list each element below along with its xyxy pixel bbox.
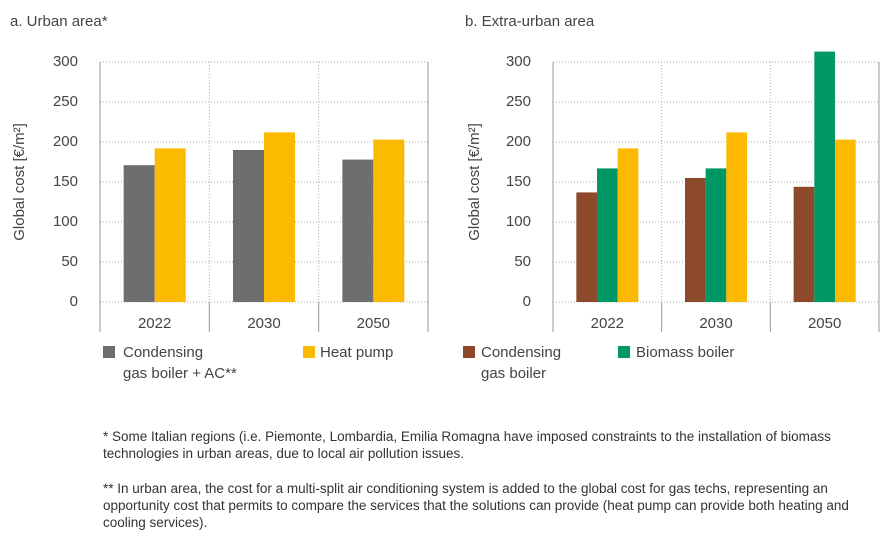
bar — [617, 148, 639, 302]
x-tick-label: 2030 — [247, 315, 280, 332]
legend-swatch — [103, 346, 115, 358]
legend-label: Heat pump — [320, 344, 393, 361]
legend-swatch — [463, 346, 475, 358]
legend-line: gas boiler — [481, 365, 546, 382]
bar — [233, 150, 264, 302]
bar — [685, 178, 706, 302]
x-tick-label: 2022 — [591, 315, 624, 332]
bar — [597, 168, 618, 302]
legend-line: Condensing — [481, 344, 561, 361]
y-tick-label: 300 — [53, 53, 78, 70]
legend-line: Condensing — [123, 344, 203, 361]
bar — [342, 159, 374, 302]
y-tick-label: 0 — [523, 293, 531, 310]
note: ** In urban area, the cost for a multi-s… — [103, 481, 849, 530]
bar — [373, 139, 405, 302]
bar — [705, 168, 727, 302]
chart-title: b. Extra-urban area — [465, 13, 595, 30]
legend-label: Condensing gas boiler + AC** — [123, 344, 237, 382]
legend-swatch — [618, 346, 630, 358]
y-tick-label: 300 — [506, 53, 531, 70]
y-tick-label: 250 — [506, 93, 531, 110]
y-tick-label: 0 — [70, 293, 78, 310]
y-tick-label: 200 — [53, 133, 78, 150]
y-axis-label: Global cost [€/m²] — [466, 123, 483, 241]
legend-label: Biomass boiler — [636, 344, 734, 361]
note: * Some Italian regions (i.e. Piemonte, L… — [103, 429, 831, 461]
y-tick-label: 50 — [514, 253, 531, 270]
y-tick-label: 250 — [53, 93, 78, 110]
x-tick-label: 2050 — [357, 315, 390, 332]
y-tick-label: 50 — [61, 253, 78, 270]
bar — [835, 139, 856, 302]
charts: a. Urban area* Global cost [€/m²] 0 50 100 15… — [10, 13, 880, 382]
x-tick-label: 2030 — [699, 315, 732, 332]
bar — [576, 192, 597, 302]
legend-line: gas boiler + AC** — [123, 365, 237, 382]
x-tick-label: 2022 — [138, 315, 171, 332]
notes: * Some Italian regions (i.e. Piemonte, L… — [103, 428, 880, 549]
y-tick-label: 150 — [53, 173, 78, 190]
x-tick-label: 2050 — [808, 315, 841, 332]
bar — [264, 132, 295, 302]
y-tick-label: 200 — [506, 133, 531, 150]
y-tick-label: 150 — [506, 173, 531, 190]
y-axis-label: Global cost [€/m²] — [11, 123, 28, 241]
chart-title: a. Urban area* — [10, 13, 108, 30]
bar — [814, 51, 835, 302]
bar — [154, 148, 186, 302]
bar — [726, 132, 747, 302]
legend-label: Condensing gas boiler — [481, 344, 561, 382]
y-tick-label: 100 — [53, 213, 78, 230]
legend-swatch — [303, 346, 315, 358]
bar — [793, 186, 815, 302]
bar — [123, 165, 155, 302]
y-tick-label: 100 — [506, 213, 531, 230]
